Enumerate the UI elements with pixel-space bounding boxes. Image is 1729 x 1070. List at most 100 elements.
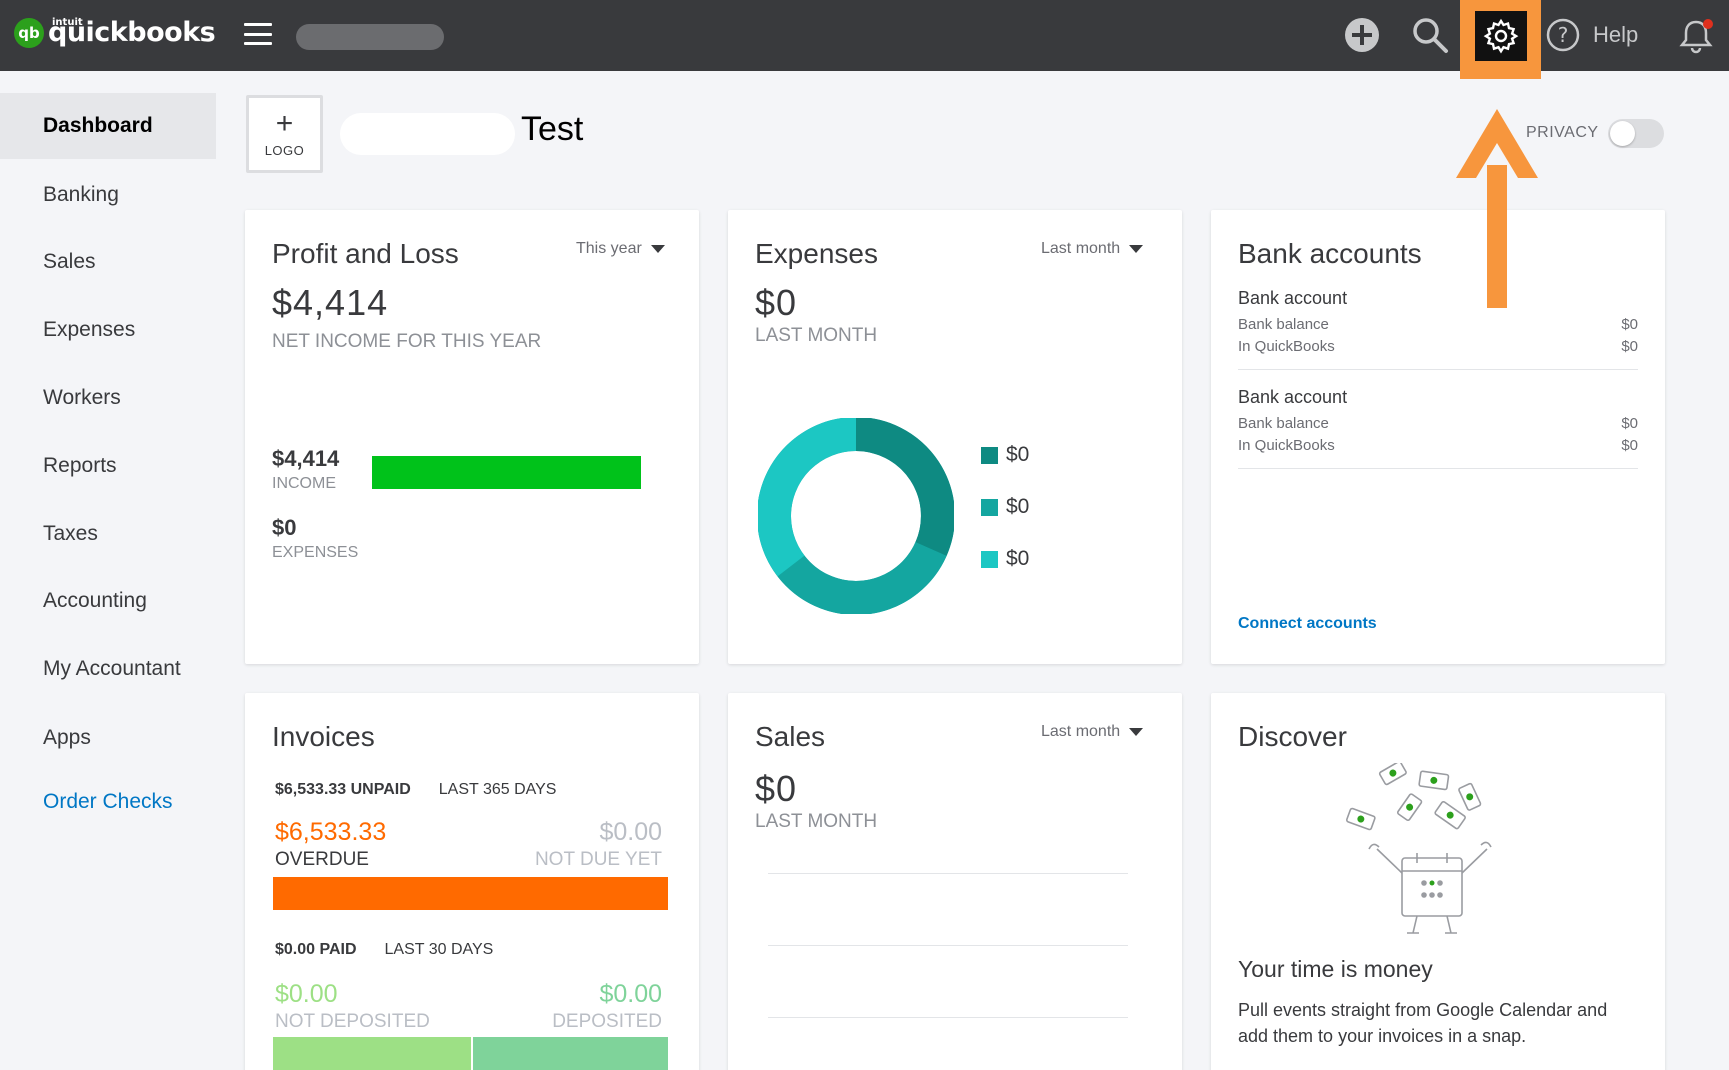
net-income-caption: NET INCOME FOR THIS YEAR [272, 331, 542, 352]
expenses-card: Expenses Last month $0 LAST MONTH $0 $0 … [728, 210, 1182, 664]
sales-period-dropdown[interactable]: Last month [1041, 723, 1144, 741]
overdue-label: OVERDUE [275, 849, 369, 870]
privacy-label: PRIVACY [1526, 124, 1599, 141]
deposited-bar [470, 1037, 668, 1070]
privacy-toggle[interactable] [1608, 119, 1664, 148]
chart-gridline [768, 1017, 1128, 1018]
sales-card: Sales Last month $0 LAST MONTH [728, 693, 1182, 1070]
sidebar-item-reports[interactable]: Reports [43, 454, 117, 477]
invoices-title: Invoices [272, 721, 375, 752]
sidebar-item-banking[interactable]: Banking [43, 183, 119, 206]
help-label: Help [1593, 22, 1639, 47]
bank-accounts-title: Bank accounts [1238, 238, 1422, 269]
paid-bar-track[interactable] [273, 1037, 668, 1070]
expenses-caption: LAST MONTH [755, 325, 878, 346]
expenses-donut-chart[interactable] [758, 418, 954, 614]
invoices-card: Invoices $6,533.33 UNPAID LAST 365 DAYS $… [245, 693, 699, 1070]
expenses-period-label: Last month [1041, 240, 1121, 257]
expenses-amount: $0 [755, 282, 798, 323]
not-due-value: $0.00 [599, 818, 662, 846]
qb-logo-mark: qb [14, 18, 44, 48]
company-name-pill[interactable] [296, 24, 444, 50]
add-logo-button[interactable]: + LOGO [246, 95, 323, 173]
profit-loss-period-label: This year [576, 240, 642, 257]
bank-account-name[interactable]: Bank account [1238, 288, 1348, 308]
bank-account-name[interactable]: Bank account [1238, 387, 1348, 407]
sales-amount: $0 [755, 768, 798, 809]
expenses-label: EXPENSES [272, 544, 359, 561]
legend-value: $0 [1006, 495, 1030, 518]
chevron-down-icon [650, 245, 665, 253]
privacy-toggle-knob [1610, 121, 1635, 146]
quickbooks-balance-value: $0 [1621, 437, 1638, 454]
deposited-label: DEPOSITED [552, 1011, 662, 1032]
income-bar-track[interactable] [372, 456, 641, 489]
unpaid-summary: $6,533.33 UNPAID LAST 365 DAYS [275, 781, 556, 799]
paid-period: LAST 30 DAYS [384, 941, 494, 958]
divider [1238, 369, 1638, 370]
legend-value: $0 [1006, 443, 1030, 466]
sidebar-item-apps[interactable]: Apps [43, 726, 91, 749]
bank-balance-label: Bank balance [1238, 316, 1329, 333]
expenses-legend-item[interactable]: $0 [981, 495, 1029, 519]
unpaid-amount: $6,533.33 UNPAID [275, 781, 411, 798]
search-icon[interactable] [1408, 13, 1452, 57]
quickbooks-balance-row: In QuickBooks $0 [1238, 338, 1638, 355]
donut-segment-3 [758, 418, 857, 577]
donut-segment-1 [855, 418, 954, 556]
notification-bell-icon[interactable] [1676, 16, 1716, 56]
sidebar-item-taxes[interactable]: Taxes [43, 522, 98, 545]
quickbooks-balance-value: $0 [1621, 338, 1638, 355]
unpaid-bar-track[interactable] [273, 877, 668, 910]
quickbooks-balance-label: In QuickBooks [1238, 338, 1335, 355]
sidebar-item-expenses[interactable]: Expenses [43, 318, 136, 341]
sidebar-item-my-accountant[interactable]: My Accountant [43, 657, 181, 680]
sidebar-item-accounting[interactable]: Accounting [43, 589, 147, 612]
not-deposited-label: NOT DEPOSITED [275, 1011, 430, 1032]
income-value: $4,414 [272, 446, 340, 471]
profit-loss-period-dropdown[interactable]: This year [576, 240, 665, 258]
quickbooks-balance-row: In QuickBooks $0 [1238, 437, 1638, 454]
create-plus-icon[interactable] [1340, 13, 1384, 57]
bank-balance-value: $0 [1621, 415, 1638, 432]
sidebar-item-order-checks[interactable]: Order Checks [43, 790, 173, 813]
chart-gridline [768, 945, 1128, 946]
paid-summary: $0.00 PAID LAST 30 DAYS [275, 941, 493, 959]
expenses-value: $0 [272, 515, 297, 540]
profit-loss-title: Profit and Loss [272, 238, 459, 269]
unpaid-period: LAST 365 DAYS [438, 781, 557, 798]
connect-accounts-link[interactable]: Connect accounts [1238, 615, 1377, 632]
gear-icon[interactable] [1475, 11, 1527, 61]
profit-loss-card: Profit and Loss This year $4,414 NET INC… [245, 210, 699, 664]
expenses-period-dropdown[interactable]: Last month [1041, 240, 1144, 258]
sidebar-item-workers[interactable]: Workers [43, 386, 121, 409]
discover-card: Discover Your time is money Pull events … [1211, 693, 1665, 1070]
deposited-value: $0.00 [599, 980, 662, 1008]
money-calendar-illustration [1345, 763, 1492, 934]
legend-value: $0 [1006, 547, 1030, 570]
legend-swatch [981, 498, 998, 516]
sales-title: Sales [755, 721, 826, 752]
sales-period-label: Last month [1041, 723, 1121, 740]
sales-caption: LAST MONTH [755, 811, 878, 832]
income-bar [372, 456, 641, 489]
expenses-legend-item[interactable]: $0 [981, 443, 1029, 467]
hamburger-menu-icon[interactable] [244, 23, 272, 45]
orange-arrow-annotation [1456, 109, 1538, 308]
net-income-value: $4,414 [272, 282, 389, 323]
chevron-down-icon [1129, 245, 1144, 253]
discover-body-text: Pull events straight from Google Calenda… [1238, 1000, 1608, 1046]
help-button[interactable]: ? Help [1545, 17, 1638, 53]
quickbooks-logo[interactable]: qb intuit quickbooks [14, 17, 216, 48]
overdue-value: $6,533.33 [275, 818, 387, 846]
expenses-legend-item[interactable]: $0 [981, 547, 1029, 571]
overdue-bar [273, 877, 668, 910]
intuit-wordmark: intuit [52, 17, 83, 28]
not-deposited-value: $0.00 [275, 980, 338, 1008]
quickbooks-wordmark: quickbooks [48, 17, 216, 48]
sidebar-item-dashboard[interactable]: Dashboard [0, 93, 216, 159]
company-name: Test [521, 110, 584, 148]
company-name-redacted [340, 113, 515, 155]
discover-title: Discover [1238, 721, 1347, 752]
sidebar-item-sales[interactable]: Sales [43, 250, 96, 273]
